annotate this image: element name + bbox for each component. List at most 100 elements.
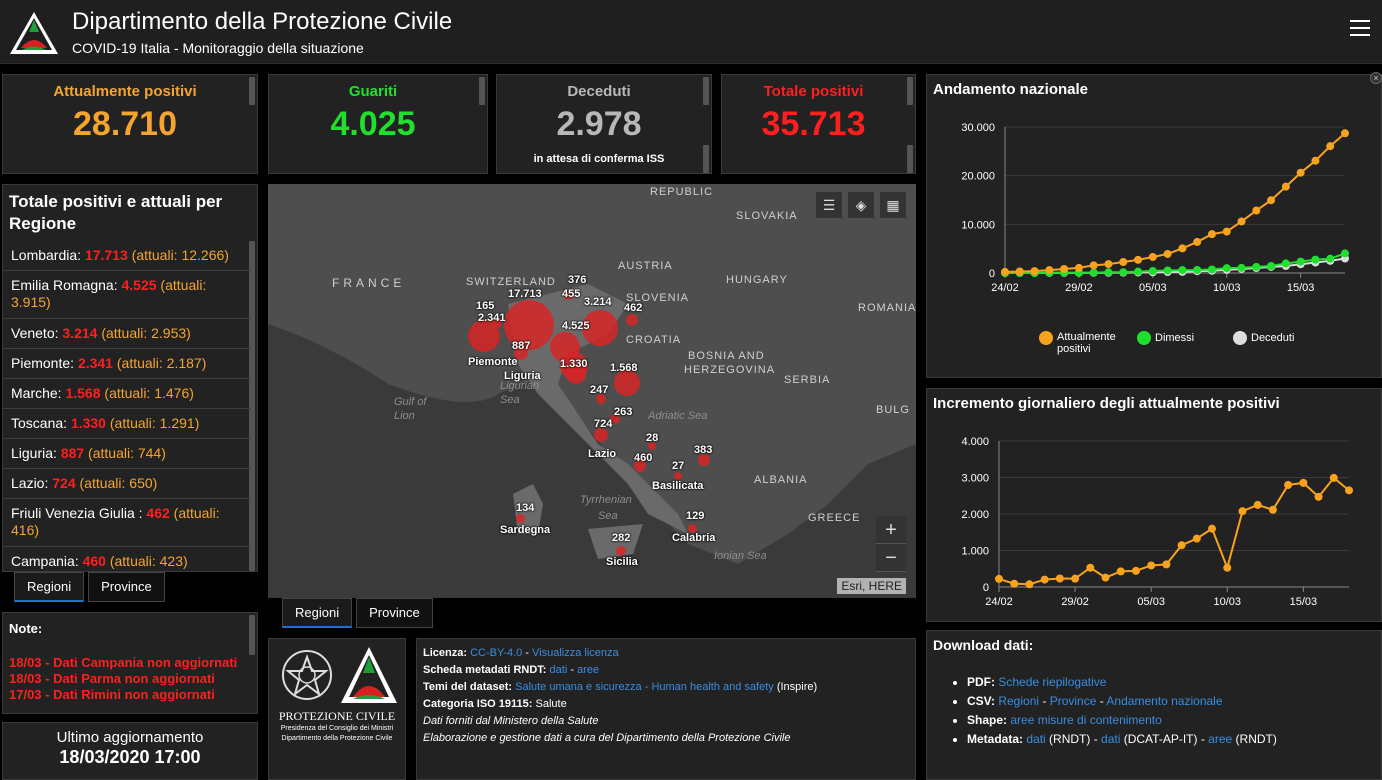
meta-dati-dcat-link[interactable]: dati: [1101, 732, 1121, 746]
data-point[interactable]: [1055, 574, 1064, 583]
map-bubble-veneto[interactable]: [582, 310, 618, 346]
data-point[interactable]: [1177, 541, 1186, 550]
list-item[interactable]: Friuli Venezia Giulia : 462 (attuali: 41…: [3, 499, 251, 547]
data-point[interactable]: [1345, 486, 1353, 495]
map-bubble-campania[interactable]: [634, 460, 646, 472]
data-point[interactable]: [1178, 266, 1187, 275]
map-bubble-sardegna[interactable]: [516, 514, 525, 523]
data-point[interactable]: [1281, 182, 1290, 191]
data-point[interactable]: [1267, 261, 1276, 270]
data-point[interactable]: [1089, 268, 1098, 277]
data-point[interactable]: [1162, 560, 1171, 569]
data-point[interactable]: [1207, 230, 1216, 239]
map-bubble-umbria[interactable]: [610, 414, 620, 424]
map-bubble-puglia[interactable]: [698, 454, 710, 466]
data-point[interactable]: [1238, 507, 1247, 516]
data-point[interactable]: [1163, 266, 1172, 275]
data-point[interactable]: [1040, 575, 1049, 584]
data-point[interactable]: [1074, 263, 1083, 272]
data-point[interactable]: [1341, 129, 1349, 138]
tab-province[interactable]: Province: [88, 572, 165, 602]
tab-province[interactable]: Province: [356, 598, 433, 628]
data-point[interactable]: [1281, 259, 1290, 268]
map-bubble-valle[interactable]: [492, 318, 502, 328]
map-bubble-sicilia[interactable]: [616, 546, 626, 556]
data-point[interactable]: [1326, 142, 1335, 151]
data-point[interactable]: [1134, 255, 1143, 264]
map-bubble-basilicata[interactable]: [674, 472, 682, 480]
shape-link[interactable]: aree misure di contenimento: [1010, 713, 1162, 727]
csv-regioni-link[interactable]: Regioni: [998, 694, 1040, 708]
italy-map[interactable]: FRANCE SWITZERLAND AUSTRIA SLOVENIA CROA…: [268, 184, 916, 598]
scrollbar[interactable]: [703, 145, 709, 173]
hamburger-menu-icon[interactable]: [1350, 20, 1370, 38]
data-point[interactable]: [1015, 267, 1024, 276]
data-point[interactable]: [1101, 573, 1110, 582]
data-point[interactable]: [1222, 227, 1231, 236]
data-point[interactable]: [1131, 566, 1140, 575]
data-point[interactable]: [1060, 265, 1069, 274]
data-point[interactable]: [1148, 266, 1157, 275]
rndt-dati-link[interactable]: dati: [549, 664, 568, 676]
themes-link[interactable]: Salute umana e sicurezza - Human health …: [515, 681, 774, 693]
csv-andamento-link[interactable]: Andamento nazionale: [1106, 694, 1223, 708]
list-item[interactable]: Lazio: 724 (attuali: 650): [3, 469, 251, 499]
data-point[interactable]: [1071, 574, 1080, 583]
data-point[interactable]: [1268, 505, 1277, 514]
data-point[interactable]: [1030, 267, 1039, 276]
tab-regioni[interactable]: Regioni: [282, 598, 353, 628]
data-point[interactable]: [1119, 268, 1128, 277]
list-item[interactable]: Marche: 1.568 (attuali: 1.476): [3, 379, 251, 409]
list-item[interactable]: Veneto: 3.214 (attuali: 2.953): [3, 319, 251, 349]
data-point[interactable]: [1193, 265, 1202, 274]
view-licence-link[interactable]: Visualizza licenza: [532, 647, 619, 659]
data-point[interactable]: [1147, 561, 1156, 570]
data-point[interactable]: [1148, 252, 1157, 261]
data-point[interactable]: [1311, 255, 1320, 264]
map-bubble-abruzzo[interactable]: [596, 394, 606, 404]
data-point[interactable]: [1116, 567, 1125, 576]
data-point[interactable]: [1296, 168, 1305, 177]
map-attribution[interactable]: Esri, HERE: [837, 578, 906, 594]
legend-deceduti[interactable]: Deceduti: [1233, 331, 1294, 345]
map-bubble-toscana-2[interactable]: [566, 364, 586, 384]
meta-dati-link[interactable]: dati: [1026, 732, 1046, 746]
data-point[interactable]: [1222, 264, 1231, 273]
legend-dimessi[interactable]: Dimessi: [1137, 331, 1194, 345]
scrollbar[interactable]: [479, 77, 485, 105]
scrollbar[interactable]: [907, 145, 913, 173]
data-point[interactable]: [1207, 265, 1216, 274]
zoom-out-button[interactable]: −: [876, 544, 906, 572]
data-point[interactable]: [1208, 524, 1217, 533]
meta-aree-link[interactable]: aree: [1208, 732, 1233, 746]
map-bubble-molise[interactable]: [648, 442, 656, 450]
data-point[interactable]: [1329, 473, 1338, 482]
list-item[interactable]: Liguria: 887 (attuali: 744): [3, 439, 251, 469]
list-item[interactable]: Lombardia: 17.713 (attuali: 12.266): [3, 241, 251, 271]
data-point[interactable]: [1104, 260, 1113, 269]
data-point[interactable]: [1192, 534, 1201, 543]
map-bubble-trento[interactable]: [564, 290, 574, 300]
scrollbar[interactable]: [907, 77, 913, 105]
data-point[interactable]: [1025, 580, 1034, 589]
data-point[interactable]: [1178, 244, 1187, 253]
zoom-in-button[interactable]: +: [876, 516, 906, 544]
list-item[interactable]: Piemonte: 2.341 (attuali: 2.187): [3, 349, 251, 379]
data-point[interactable]: [1134, 267, 1143, 276]
data-point[interactable]: [1104, 268, 1113, 277]
csv-province-link[interactable]: Province: [1049, 694, 1097, 708]
data-point[interactable]: [1001, 267, 1009, 276]
map-bubble-lombardia[interactable]: [504, 300, 554, 350]
data-point[interactable]: [1010, 579, 1019, 588]
data-point[interactable]: [1253, 500, 1262, 509]
scrollbar[interactable]: [703, 77, 709, 105]
data-point[interactable]: [1311, 156, 1320, 165]
list-item[interactable]: Toscana: 1.330 (attuali: 1.291): [3, 409, 251, 439]
licence-link[interactable]: CC-BY-4.0: [470, 647, 523, 659]
tab-regioni[interactable]: Regioni: [14, 572, 85, 602]
scrollbar[interactable]: [249, 615, 255, 655]
map-bubble-calabria[interactable]: [688, 524, 697, 533]
map-bubble-lazio[interactable]: [594, 428, 608, 442]
data-point[interactable]: [1237, 263, 1246, 272]
close-icon[interactable]: ×: [1370, 72, 1382, 84]
